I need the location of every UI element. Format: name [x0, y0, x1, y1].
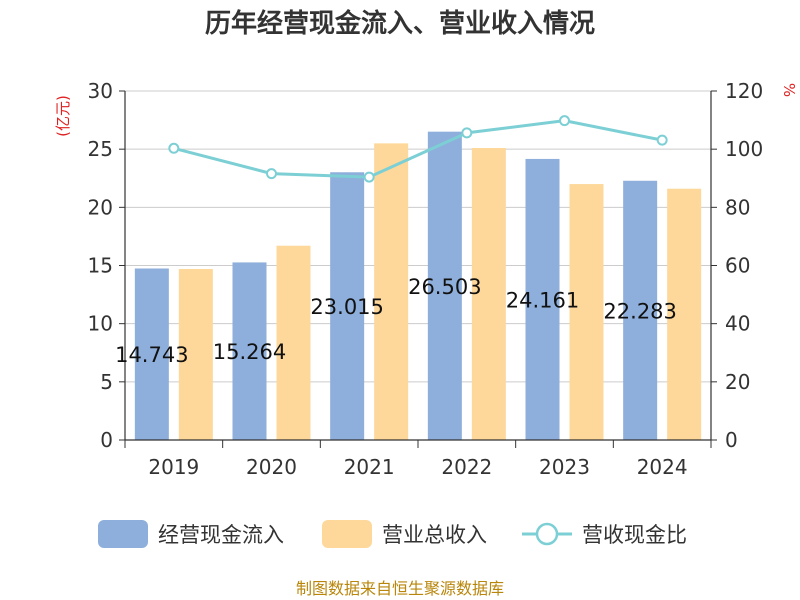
data-label-cash-inflow: 22.283	[603, 299, 676, 323]
x-tick-label: 2023	[539, 455, 590, 479]
legend[interactable]: 经营现金流入 营业总收入 营收现金比	[98, 520, 687, 548]
y-left-axis-label: (亿元)	[54, 95, 72, 137]
bar-revenue	[178, 268, 213, 440]
x-tick-label: 2024	[637, 455, 688, 479]
bar-revenue	[667, 188, 702, 440]
ratio-line-series	[168, 115, 668, 183]
bar-cash-inflow	[134, 268, 169, 440]
data-label-cash-inflow: 24.161	[506, 288, 579, 312]
x-tick-label: 2019	[148, 455, 199, 479]
legend-label: 经营现金流入	[158, 523, 284, 547]
legend-marker	[535, 522, 559, 546]
bar-revenue	[374, 143, 409, 440]
source-note: 制图数据来自恒生聚源数据库	[296, 579, 504, 598]
legend-item-1[interactable]: 经营现金流入	[98, 520, 284, 548]
ratio-point	[559, 115, 570, 127]
bar-cash-inflow	[330, 172, 365, 440]
data-label-cash-inflow: 14.743	[115, 343, 188, 367]
legend-item-2[interactable]: 营业总收入	[322, 520, 487, 548]
y-left-tick-label: 15	[88, 254, 113, 278]
y-right-tick-label: 60	[725, 254, 750, 278]
y-right-axis-label: %	[780, 83, 798, 97]
x-tick-label: 2021	[344, 455, 395, 479]
bar-cash-inflow	[232, 262, 267, 440]
y-right-tick-label: 100	[725, 137, 763, 161]
legend-swatch	[98, 520, 148, 548]
data-labels: 14.743 15.264 23.015 26.503 24.161 22.283	[115, 275, 677, 367]
y-right-tick-label: 0	[725, 428, 738, 452]
ratio-point	[168, 142, 180, 154]
y-right-tick-label: 80	[725, 195, 750, 219]
y-left-tick-label: 25	[88, 137, 113, 161]
y-left-tick-label: 0	[100, 428, 113, 452]
bar-revenue	[276, 245, 311, 440]
data-label-cash-inflow: 15.264	[213, 340, 286, 364]
y-left-tick-label: 10	[88, 312, 113, 336]
bar-revenue	[471, 148, 506, 440]
ratio-point	[656, 134, 668, 146]
y-left-tick-label: 20	[88, 195, 113, 219]
ratio-point	[363, 171, 375, 183]
chart-title: 历年经营现金流入、营业收入情况	[205, 8, 595, 39]
axes: 0 5 10 15 20 25 30 0 20 40 60 80 100 120 (亿元)% 2019 2020…	[54, 79, 798, 479]
ratio-point	[266, 168, 277, 180]
ratio-line	[173, 119, 663, 179]
bar-cash-inflow	[623, 180, 658, 441]
y-right-tick-label: 20	[725, 370, 750, 394]
bar-revenue	[569, 184, 604, 440]
legend-label: 营业总收入	[382, 523, 487, 547]
bar-series	[134, 131, 702, 441]
y-right-tick-label: 40	[725, 312, 750, 336]
legend-label: 营收现金比	[582, 523, 687, 547]
x-tick-label: 2022	[441, 455, 492, 479]
data-label-cash-inflow: 23.015	[310, 295, 383, 319]
y-left-tick-label: 30	[88, 79, 113, 103]
bar-cash-inflow	[427, 131, 462, 440]
y-left-tick-label: 5	[100, 370, 113, 394]
y-right-tick-label: 120	[725, 79, 763, 103]
bar-cash-inflow	[525, 158, 560, 440]
data-label-cash-inflow: 26.503	[408, 275, 481, 299]
ratio-point	[461, 127, 473, 139]
legend-item-3[interactable]: 营收现金比	[522, 522, 687, 547]
legend-swatch	[322, 520, 372, 548]
grid-lines	[125, 90, 711, 383]
x-tick-label: 2020	[246, 455, 297, 479]
